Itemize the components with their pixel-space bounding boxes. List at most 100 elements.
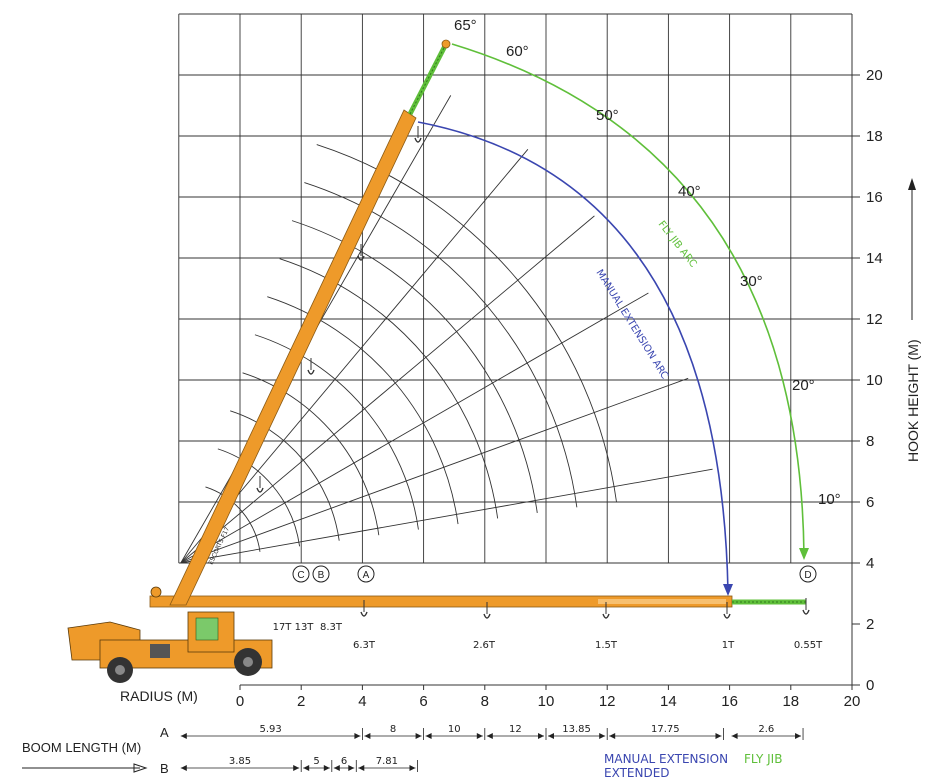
x-tick-label-7: 14	[660, 693, 677, 710]
y-tick-label-6: 12	[866, 311, 883, 328]
load-label-6: 1T	[722, 640, 735, 651]
load-label-5: 1.5T	[595, 640, 618, 651]
rowA-label-2: 10	[448, 724, 461, 735]
radius-arc-5	[267, 296, 459, 525]
rowB-arrow-r-3	[409, 765, 416, 771]
rowB-arrow-l-2	[333, 765, 340, 771]
y-tick-label-0: 0	[866, 677, 874, 694]
x-tick-label-9: 18	[782, 693, 799, 710]
y-tick-labels: 0 2 4 6 8 10 12 14 16 18 20	[866, 67, 883, 694]
marker-label-0: C	[297, 570, 304, 581]
rowA-arrow-l-0	[180, 733, 187, 739]
arc-arrowheads	[723, 548, 809, 596]
y-tick-label-2: 4	[866, 555, 874, 572]
radius-arc-2	[230, 410, 340, 541]
rowA-arrow-l-4	[548, 733, 554, 739]
legend: MANUAL EXTENSION EXTENDED FLY JIB	[604, 752, 782, 780]
rowA-arrow-r-0	[354, 733, 361, 739]
row-b-label: B	[160, 761, 169, 776]
x-tick-label-0: 0	[236, 693, 244, 710]
rowA-arrow-l-5	[609, 733, 616, 739]
hook-icon-8	[256, 487, 264, 493]
marker-circle-0	[292, 565, 310, 583]
rowA-arrow-r-4	[599, 733, 606, 739]
row-a-segments: 5.93 8 10 12 13.85 17.75 2.6	[180, 724, 804, 740]
marker-circle-3	[799, 565, 817, 583]
rowB-label-2: 6	[341, 756, 347, 767]
row-b-segments: 3.85 5 6 7.81	[180, 756, 418, 772]
x-tick-label-6: 12	[599, 693, 616, 710]
hook-icon-7	[307, 369, 315, 375]
rowA-arrow-l-2	[425, 733, 432, 739]
hook-icon-0	[360, 611, 368, 617]
load-label-3: 6.3T	[353, 640, 376, 651]
marker-label-1: B	[318, 570, 325, 581]
load-labels: 17T 13T 8.3T 6.3T 2.6T 1.5T 1T 0.55T	[273, 622, 824, 651]
load-label-7: 0.55T	[794, 640, 823, 651]
rowA-label-4: 13.85	[562, 724, 591, 735]
y-tick-label-3: 6	[866, 494, 874, 511]
x-tick-label-2: 4	[358, 693, 366, 710]
x-axis-label: RADIUS (M)	[120, 688, 198, 704]
angle-line-2	[180, 292, 649, 564]
hook-icon-2	[602, 613, 610, 619]
hook-icon-3	[723, 613, 731, 619]
radius-arc-4	[254, 334, 419, 530]
hooks	[256, 126, 810, 619]
marker-circle-2	[357, 565, 375, 583]
y-tick-label-8: 16	[866, 189, 883, 206]
angle-label-5: 60°	[506, 43, 529, 60]
rowB-label-0: 3.85	[229, 756, 251, 767]
hook-icon-5	[414, 137, 422, 143]
horizontal-boom	[149, 595, 806, 608]
x-tick-labels: 0 2 4 6 8 10 12 14 16 18 20	[236, 693, 861, 710]
rowA-arrow-l-3	[486, 733, 493, 739]
hook-icon-6	[357, 255, 365, 261]
radius-arc-0	[205, 486, 261, 552]
rowA-arrow-r-5	[715, 733, 722, 739]
rowB-label-1: 5	[313, 756, 319, 767]
row-a-label: A	[160, 725, 169, 740]
x-tick-label-4: 8	[481, 693, 489, 710]
rowA-label-6: 2.6	[758, 724, 774, 735]
y-tick-label-1: 2	[866, 616, 874, 633]
rowA-label-1: 8	[390, 724, 396, 735]
angle-label-0: 10°	[818, 491, 841, 508]
hook-icon-4	[802, 609, 810, 615]
load-label-1: 13T	[295, 622, 315, 633]
rowB-arrow-r-1	[323, 765, 330, 771]
angle-line-0	[180, 468, 713, 564]
y-axis-label: HOOK HEIGHT (M)	[905, 339, 921, 462]
crane-truck	[67, 586, 273, 683]
rowA-arrow-r-2	[476, 733, 483, 739]
manual-extension-arc	[417, 121, 729, 593]
legend-manual: MANUAL EXTENSION	[604, 752, 728, 766]
angle-label-1: 20°	[792, 377, 815, 394]
rowB-arrow-l-1	[303, 765, 310, 771]
angle-label-4: 50°	[596, 107, 619, 124]
angle-label-6: 65°	[454, 17, 477, 34]
marker-label-2: A	[363, 570, 370, 581]
load-label-4: 2.6T	[473, 640, 496, 651]
angle-line-3	[180, 215, 595, 564]
angle-label-2: 30°	[740, 273, 763, 290]
radius-arc-3	[242, 372, 380, 536]
rowB-label-3: 7.81	[376, 756, 398, 767]
fly-jib-arc	[451, 43, 805, 557]
boom-length-arrowhead	[133, 763, 148, 773]
legend-extended: EXTENDED	[604, 766, 670, 780]
y-tick-label-9: 18	[866, 128, 883, 145]
marker-circle-1	[312, 565, 330, 583]
y-axis-arrowhead	[908, 178, 916, 190]
x-tick-label-3: 6	[419, 693, 427, 710]
manual-arc-arrowhead	[723, 584, 733, 596]
rowA-arrow-l-1	[364, 733, 371, 739]
x-tick-label-1: 2	[297, 693, 305, 710]
luffed-boom	[169, 39, 451, 606]
rowA-arrow-l-6	[731, 733, 738, 739]
rowB-arrow-r-2	[348, 765, 355, 771]
angle-label-3: 40°	[678, 183, 701, 200]
load-label-2: 8.3T	[320, 622, 343, 633]
